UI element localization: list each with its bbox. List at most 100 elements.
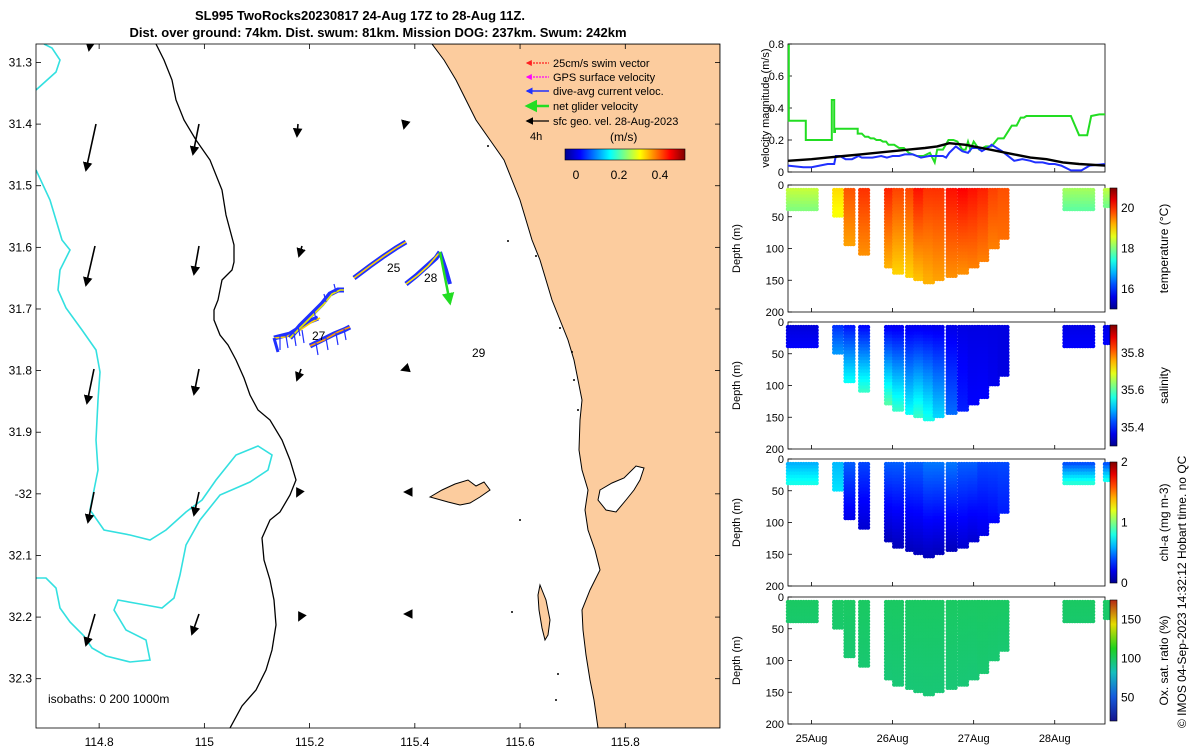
colorbar-tick-2-1: 35.6 — [1121, 383, 1145, 397]
section-dot — [953, 267, 958, 272]
section-dot — [899, 254, 905, 259]
legend-swim: 25cm/s swim vector — [553, 58, 650, 70]
colorbar-tick-1-1: 18 — [1121, 242, 1135, 256]
section-dot — [865, 216, 871, 221]
section-dot — [953, 200, 958, 205]
velocity-series-net-glider-velocity — [787, 44, 1105, 166]
section-dot — [940, 229, 945, 234]
section-dot — [839, 191, 845, 196]
section-dot — [899, 264, 905, 269]
velocity-ytick-label-4: 0.8 — [769, 39, 784, 51]
island-garden — [537, 583, 551, 642]
map-colorbar-tick-1: 0.2 — [611, 168, 628, 182]
section-dot — [899, 187, 905, 193]
section-dot — [975, 538, 980, 543]
section-dot — [940, 550, 945, 556]
map-xtick-label-1: 115 — [195, 735, 214, 749]
section-dot — [953, 210, 958, 215]
section-dot — [865, 213, 871, 218]
section-dot — [953, 260, 958, 266]
legend-dive: dive-avg current veloc. — [553, 86, 664, 98]
section-ylabel-2: Depth (m) — [731, 361, 743, 410]
section-dot — [851, 238, 856, 244]
section-dot — [940, 248, 945, 253]
section-dot — [1090, 343, 1096, 349]
section-dot — [851, 378, 856, 384]
estuary — [597, 465, 645, 513]
day-label-28: 28 — [424, 271, 438, 285]
section-dot — [940, 260, 945, 266]
section-dot — [899, 219, 905, 224]
section-dot — [899, 267, 905, 272]
section-dot — [899, 213, 905, 218]
isobaths-label: isobaths: 0 200 1000m — [48, 692, 169, 706]
section-dot — [995, 382, 1000, 387]
day-label-25: 25 — [387, 261, 401, 275]
section-dot — [940, 273, 945, 278]
section-dot — [865, 203, 871, 209]
section-dot — [865, 245, 871, 250]
section-dot — [940, 226, 945, 231]
section-dot — [940, 241, 945, 247]
section-dot — [899, 203, 905, 209]
section-dot — [899, 270, 905, 275]
section-dot — [865, 232, 871, 237]
section-dot — [940, 254, 945, 259]
isobath-200m — [155, 44, 297, 728]
section-dot — [940, 264, 945, 269]
section-dot — [865, 187, 871, 193]
section-dot — [940, 276, 945, 282]
colorbar-1 — [1109, 187, 1118, 310]
section-dot — [839, 187, 845, 193]
section-dot — [953, 251, 958, 256]
section-dot — [899, 544, 905, 549]
section-dot — [940, 216, 945, 221]
section-dot — [940, 219, 945, 224]
section-dot — [1005, 509, 1010, 514]
track-segment-1-overlay — [273, 317, 321, 339]
section-dot — [940, 206, 945, 212]
map-colorbar-tick-2: 0.4 — [652, 168, 669, 182]
section-dot — [851, 210, 856, 215]
section-dot — [953, 219, 958, 224]
section-dot — [953, 191, 958, 196]
map-ytick-label-3: 31.6 — [9, 240, 33, 254]
map-ytick-label-2: 31.5 — [9, 179, 33, 193]
section-dot — [984, 257, 990, 263]
section-dot — [930, 280, 935, 285]
section-dot — [940, 191, 945, 196]
track-segment-2 — [288, 287, 344, 340]
section-dots-3 — [785, 461, 1116, 559]
coastal-rocks — [487, 145, 579, 701]
section-dot — [953, 213, 958, 218]
island-rottnest — [428, 479, 491, 506]
section-dot — [851, 229, 856, 234]
track-west-tail — [272, 337, 280, 353]
section-dot — [899, 241, 905, 247]
section-ytick-label-2-1: 50 — [772, 349, 784, 361]
map-xtick-label-3: 115.4 — [400, 735, 429, 749]
title-line-1: SL995 TwoRocks20230817 24-Aug 17Z to 28-… — [195, 8, 525, 23]
section-dot — [953, 232, 958, 237]
section-dot — [940, 257, 945, 263]
section-dot — [865, 235, 871, 240]
section-dot — [899, 200, 905, 205]
legend-time: 4h — [530, 131, 542, 143]
section-dot — [899, 257, 905, 263]
velocity-series-sfc-geo-vel- — [787, 141, 1106, 167]
track-segment-4-overlay — [353, 241, 407, 279]
section-dot — [851, 194, 856, 199]
section-dot — [984, 531, 990, 537]
section-dot — [899, 197, 905, 202]
section-dot — [814, 194, 819, 199]
section-dot — [865, 197, 871, 202]
section-dot — [865, 238, 871, 244]
section-dot — [899, 216, 905, 221]
isobath-1000m — [36, 44, 273, 663]
colorbar-tick-1-2: 20 — [1121, 201, 1135, 215]
section-dot — [953, 206, 958, 212]
